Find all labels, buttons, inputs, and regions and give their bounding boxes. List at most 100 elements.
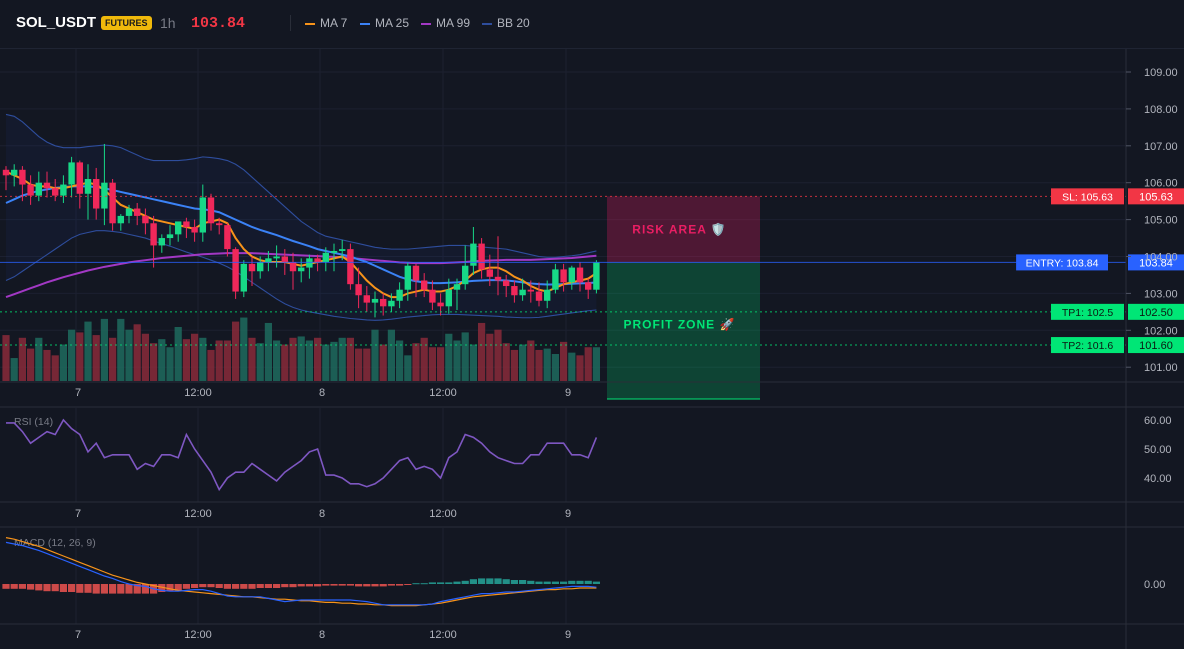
macd-histogram-bar	[133, 584, 141, 594]
candle-body	[486, 269, 493, 277]
macd-histogram-bar	[314, 584, 322, 587]
time-tick-label: 8	[319, 508, 325, 520]
macd-histogram-bar	[191, 584, 199, 588]
volume-bar	[68, 329, 76, 381]
price-tick-label: 106.00	[1144, 178, 1178, 190]
time-tick-label: 12:00	[184, 629, 212, 641]
price-axis-marker-label: 101.60	[1139, 340, 1173, 352]
macd-histogram-bar	[240, 584, 248, 589]
macd-histogram-bar	[453, 581, 461, 584]
candle-body	[453, 284, 461, 290]
macd-histogram-bar	[76, 584, 84, 593]
profit-zone-label: PROFIT ZONE 🚀	[624, 318, 736, 332]
candle-body	[183, 221, 190, 227]
candle-body	[191, 226, 198, 233]
time-tick-label: 7	[75, 387, 81, 399]
macd-histogram-bar	[412, 583, 420, 585]
legend-swatch	[482, 22, 492, 25]
legend-ma7[interactable]: MA 7	[305, 16, 347, 30]
legend-label: MA 25	[375, 16, 410, 30]
legend-swatch	[305, 22, 315, 25]
legend-bb20[interactable]: BB 20	[482, 16, 530, 30]
candle-body	[248, 263, 256, 272]
volume-bar	[76, 332, 84, 381]
volume-bar	[297, 336, 305, 381]
volume-bar	[494, 329, 502, 381]
candle-body	[568, 267, 575, 283]
time-tick-label: 7	[75, 508, 81, 520]
candle-body	[552, 269, 559, 290]
volume-bar	[486, 333, 494, 381]
macd-histogram-bar	[2, 584, 10, 589]
price-level-tag	[1051, 188, 1124, 205]
candle-body	[306, 258, 313, 268]
price-tick-label: 101.00	[1144, 362, 1178, 374]
volume-bar	[568, 352, 576, 381]
candle-body	[437, 302, 444, 307]
legend-label: MA 7	[320, 16, 348, 30]
price-axis-marker-label: 102.50	[1139, 307, 1173, 319]
volume-bar	[543, 348, 551, 381]
candle-body	[125, 208, 133, 216]
candle-body	[27, 184, 34, 196]
macd-histogram-bar	[117, 584, 125, 594]
price-levels: SL: 105.63 105.63 ENTRY: 103.84 103.84 TP1: …	[0, 188, 1184, 354]
candle-body	[314, 258, 321, 263]
symbol-name[interactable]: SOL_USDT	[16, 14, 97, 31]
volume-bar	[560, 341, 568, 381]
macd-histogram-bar	[322, 584, 330, 586]
macd-histogram-bar	[428, 582, 436, 584]
candle-body	[503, 280, 510, 287]
volume-bar	[223, 340, 231, 381]
time-tick-label: 7	[75, 629, 81, 641]
timeframe-label[interactable]: 1h	[160, 15, 176, 31]
profit-zone	[607, 262, 760, 399]
rsi-tick-label: 50.00	[1144, 444, 1172, 456]
macd-histogram-bar	[551, 581, 559, 584]
candle-body	[462, 265, 469, 285]
legend-ma25[interactable]: MA 25	[360, 16, 409, 30]
candle-body	[355, 284, 362, 296]
rsi-line	[6, 418, 598, 492]
rsi-title: RSI (14)	[14, 416, 53, 428]
volume-bar	[379, 344, 387, 381]
legend-ma99[interactable]: MA 99	[421, 16, 470, 30]
macd-histogram-bar	[461, 580, 469, 584]
volume-bar	[338, 337, 346, 381]
volume-bar	[346, 337, 354, 381]
volume-bar	[109, 337, 117, 381]
volume-bar	[100, 318, 108, 381]
candle-body	[404, 265, 411, 290]
macd-histogram-bar	[281, 584, 289, 588]
macd-histogram-bar	[199, 584, 207, 588]
volume-bar	[469, 344, 477, 381]
volume-bar	[510, 349, 518, 381]
volume-bar	[125, 329, 133, 381]
macd-histogram-bar	[568, 580, 576, 584]
price-level-tag	[1051, 337, 1124, 354]
time-tick-label: 12:00	[429, 387, 457, 399]
candle-body	[232, 249, 239, 292]
volume-bar	[404, 355, 412, 381]
time-tick-label: 9	[565, 629, 571, 641]
candle-body	[519, 289, 526, 296]
price-axis-marker	[1128, 337, 1184, 354]
volume-bar	[174, 327, 182, 381]
time-tick-label: 8	[319, 387, 325, 399]
candle-body	[527, 289, 534, 292]
macd-histogram-bar	[100, 584, 108, 594]
volume-bar	[215, 340, 223, 381]
volume-bar	[141, 333, 149, 381]
time-tick-label: 12:00	[184, 508, 212, 520]
macd-histogram-bar	[338, 584, 346, 586]
macd-histogram-bar	[363, 584, 371, 587]
volume-bar	[428, 347, 436, 381]
risk-area-label: RISK AREA 🛡️	[632, 222, 726, 236]
macd-title: MACD (12, 26, 9)	[14, 537, 96, 549]
candle-body	[175, 221, 182, 235]
candle-body	[142, 215, 149, 224]
candle-body	[445, 289, 452, 307]
time-tick-label: 9	[565, 508, 571, 520]
candle-body	[257, 262, 264, 272]
